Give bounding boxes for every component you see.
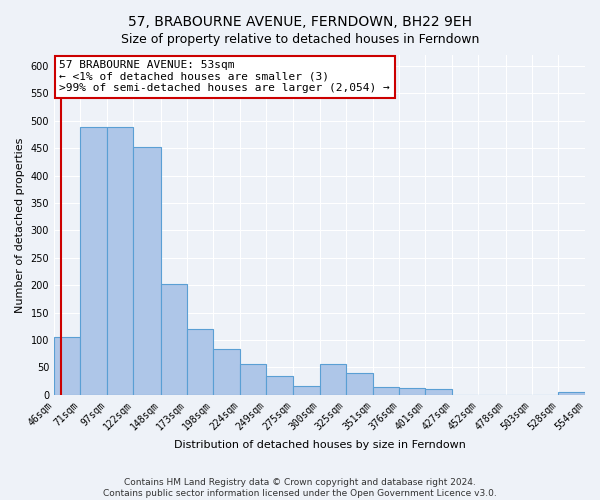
Bar [320, 364, 346, 395]
Bar [80, 128, 107, 395]
Text: Contains HM Land Registry data © Crown copyright and database right 2024.
Contai: Contains HM Land Registry data © Crown c… [103, 478, 497, 498]
Bar [161, 284, 187, 395]
Bar [399, 388, 425, 395]
Text: 57 BRABOURNE AVENUE: 53sqm
← <1% of detached houses are smaller (3)
>99% of semi: 57 BRABOURNE AVENUE: 53sqm ← <1% of deta… [59, 60, 390, 94]
Bar [266, 376, 293, 395]
Bar [373, 386, 399, 395]
Bar [133, 147, 161, 395]
Text: Size of property relative to detached houses in Ferndown: Size of property relative to detached ho… [121, 32, 479, 46]
Bar [213, 350, 240, 395]
Bar [293, 386, 320, 395]
Bar [187, 329, 213, 395]
Text: 57, BRABOURNE AVENUE, FERNDOWN, BH22 9EH: 57, BRABOURNE AVENUE, FERNDOWN, BH22 9EH [128, 15, 472, 29]
Bar [346, 373, 373, 395]
Bar [558, 392, 585, 395]
Y-axis label: Number of detached properties: Number of detached properties [15, 137, 25, 312]
Bar [107, 128, 133, 395]
X-axis label: Distribution of detached houses by size in Ferndown: Distribution of detached houses by size … [173, 440, 466, 450]
Bar [54, 338, 80, 395]
Bar [425, 389, 452, 395]
Bar [240, 364, 266, 395]
